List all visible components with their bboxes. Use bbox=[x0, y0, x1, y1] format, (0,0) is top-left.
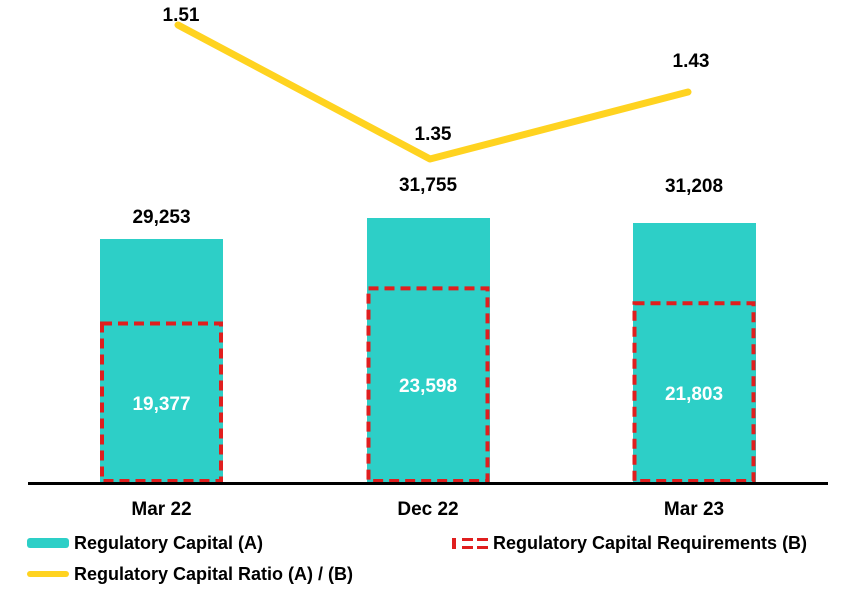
ratio-value-label: 1.35 bbox=[414, 123, 452, 145]
legend-label-capital-requirements: Regulatory Capital Requirements (B) bbox=[493, 532, 808, 553]
legend-label-regulatory-capital: Regulatory Capital (A) bbox=[74, 532, 264, 553]
legend-item-regulatory-capital[interactable]: Regulatory Capital (A) bbox=[27, 532, 263, 554]
x-axis-line bbox=[28, 482, 828, 485]
legend-label-capital-ratio: Regulatory Capital Ratio (A) / (B) bbox=[74, 563, 354, 584]
ratio-value-label: 1.51 bbox=[162, 4, 200, 26]
bar-regulatory-capital[interactable] bbox=[632, 222, 756, 483]
bar-regulatory-capital[interactable] bbox=[366, 218, 490, 483]
bar-regulatory-capital[interactable] bbox=[100, 239, 223, 483]
dashed-outline-swatch-icon bbox=[452, 537, 490, 550]
bar-value-label: 31,208 bbox=[664, 176, 724, 197]
bar-value-label: 31,755 bbox=[398, 175, 458, 196]
x-axis-label: Mar 22 bbox=[131, 499, 192, 520]
bar-value-label: 29,253 bbox=[132, 207, 191, 228]
ratio-line[interactable] bbox=[174, 21, 692, 163]
legend-item-capital-ratio[interactable]: Regulatory Capital Ratio (A) / (B) bbox=[27, 563, 353, 585]
bar-series-swatch-icon bbox=[27, 538, 69, 548]
ratio-value-label: 1.43 bbox=[672, 50, 710, 72]
line-series-swatch-icon bbox=[27, 571, 69, 577]
x-axis-label: Dec 22 bbox=[397, 499, 459, 520]
x-axis-label: Mar 23 bbox=[663, 499, 725, 520]
legend-item-capital-requirements[interactable]: Regulatory Capital Requirements (B) bbox=[452, 532, 807, 554]
